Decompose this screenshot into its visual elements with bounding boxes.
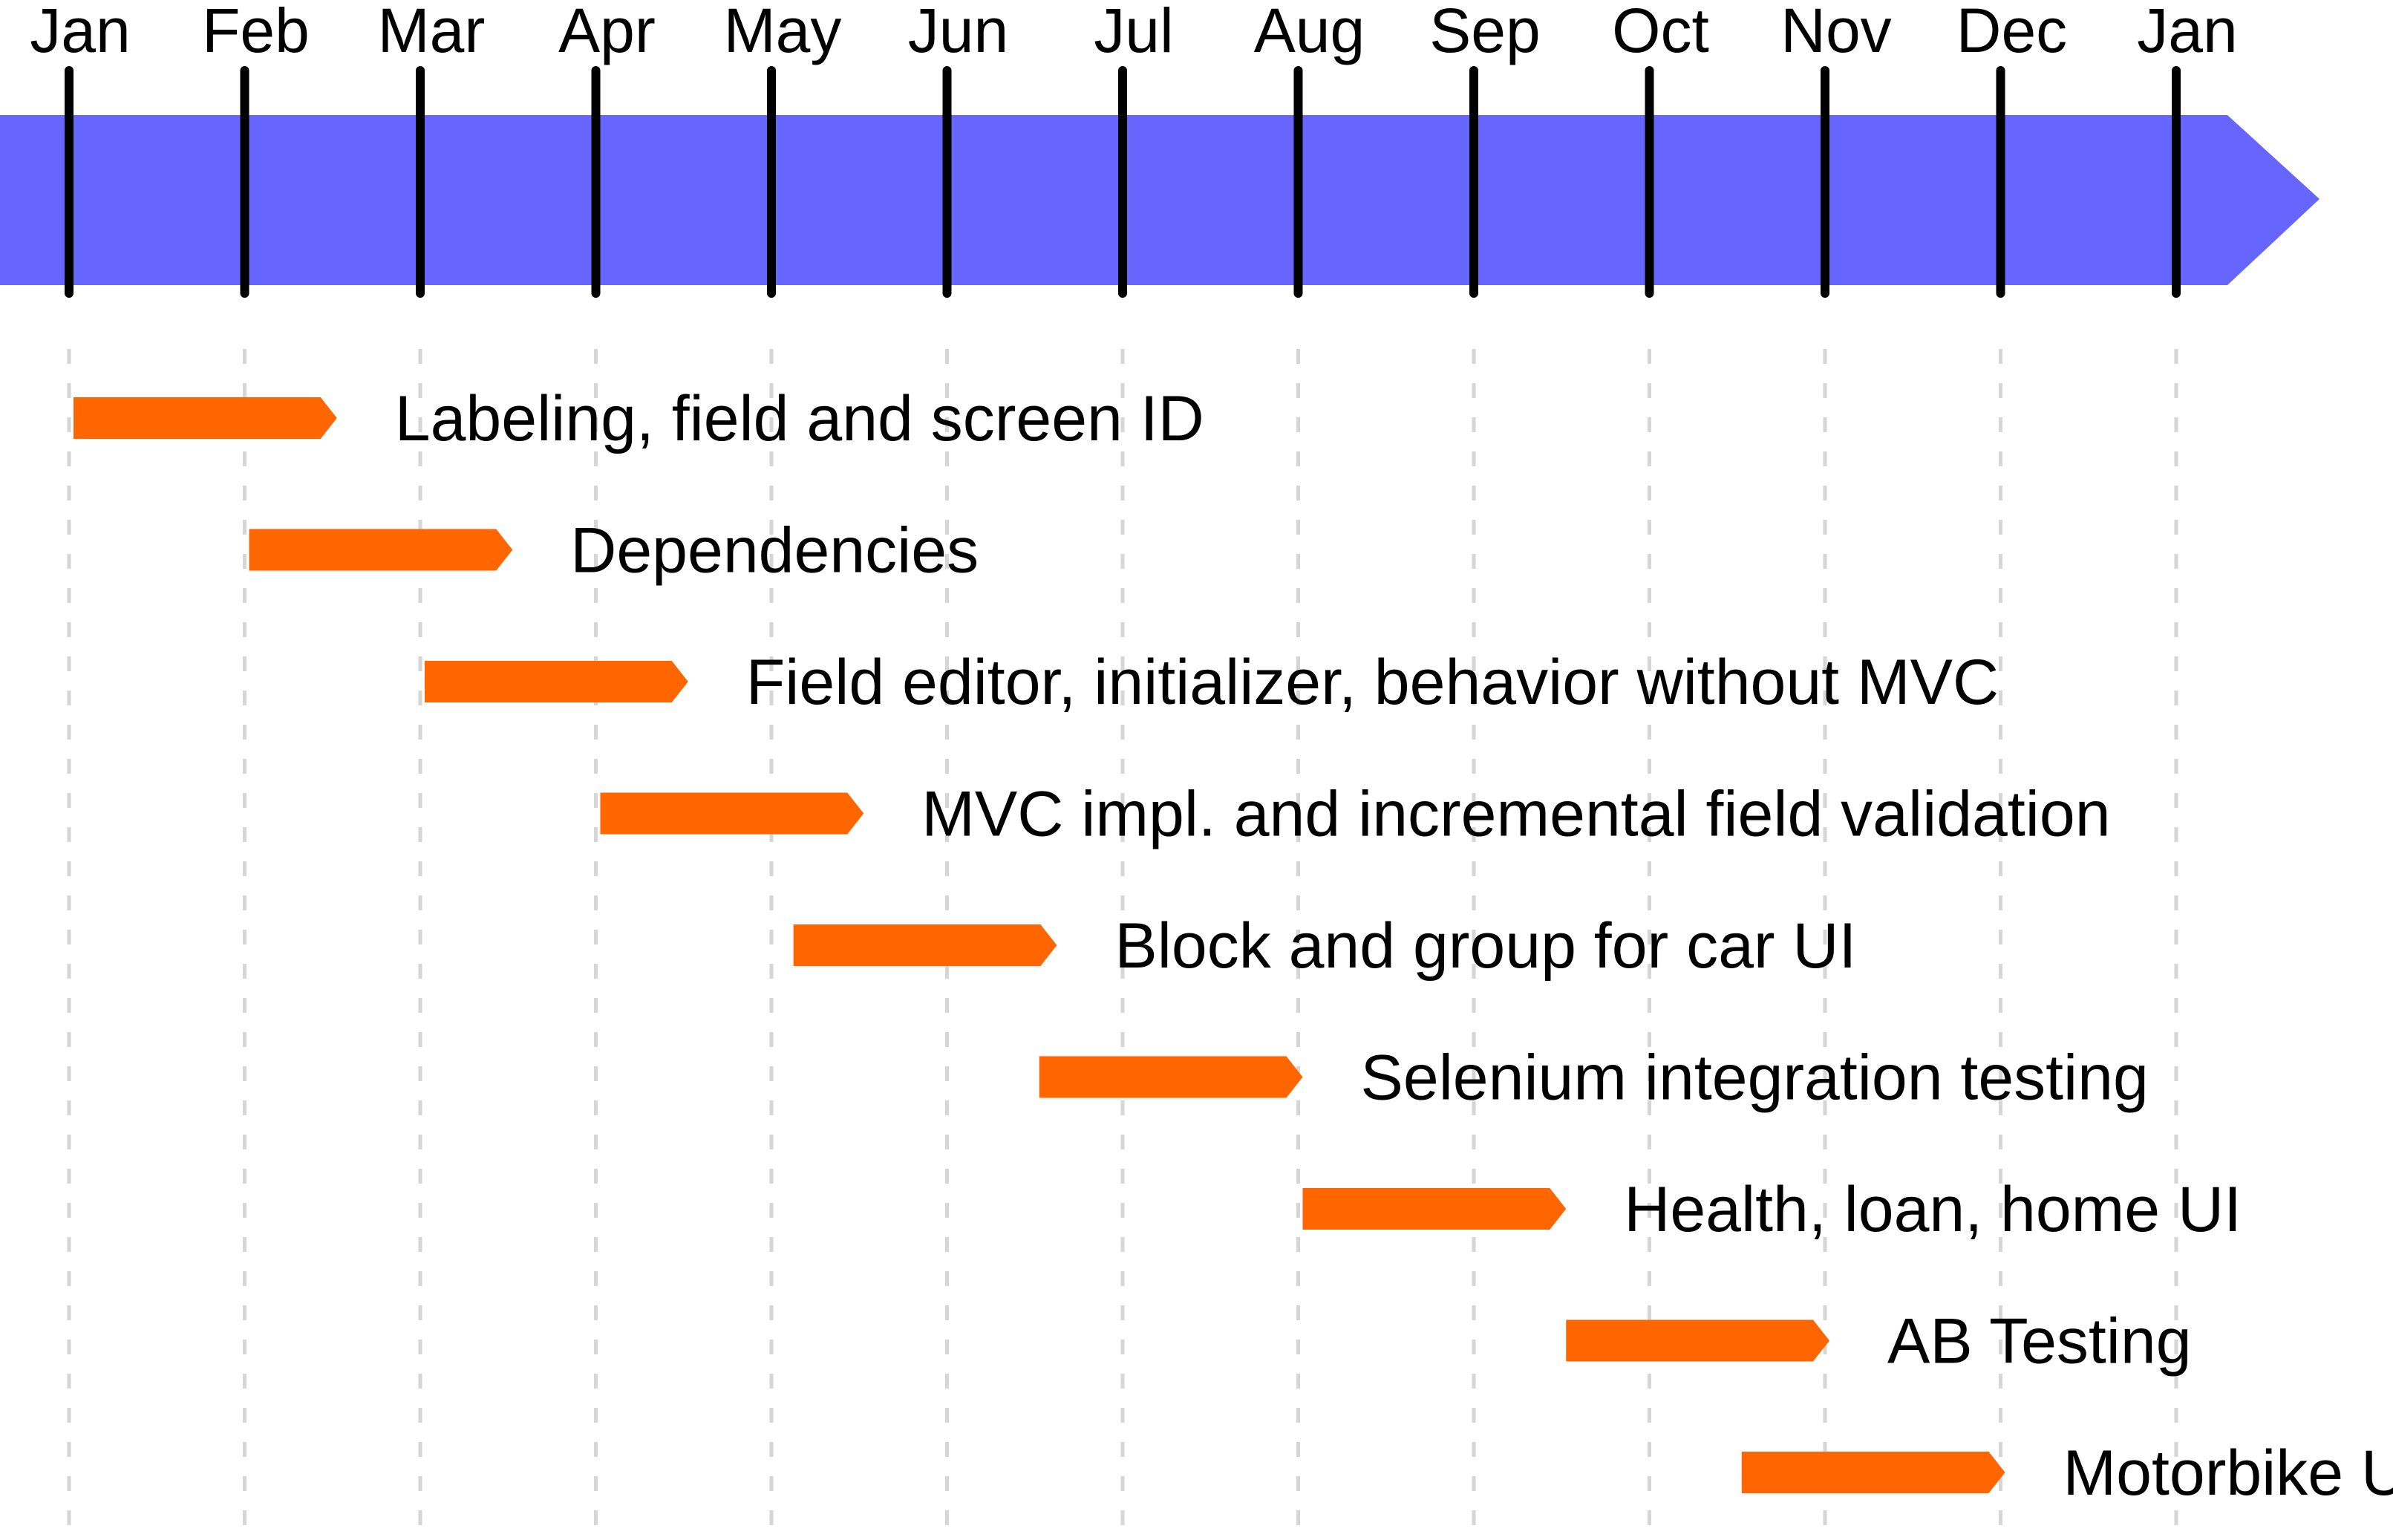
month-label: May: [724, 0, 842, 65]
task-label: Motorbike UI: [2063, 1438, 2393, 1509]
month-label: Jul: [1094, 0, 1173, 65]
task-bar: [793, 924, 1057, 966]
month-label: Jan: [2137, 0, 2237, 65]
task-bar: [1566, 1319, 1829, 1362]
task-label: MVC impl. and incremental field validati…: [921, 779, 2110, 850]
task-row: AB Testing: [1566, 1306, 2192, 1377]
month-label: Sep: [1429, 0, 1540, 65]
task-label: Field editor, initializer, behavior with…: [746, 647, 1999, 718]
month-ticks: [65, 66, 2181, 298]
task-row: MVC impl. and incremental field validati…: [600, 779, 2111, 850]
task-row: Dependencies: [249, 515, 979, 587]
month-label: Mar: [378, 0, 486, 65]
task-bar: [74, 397, 337, 439]
task-label: Health, loan, home UI: [1624, 1174, 2242, 1245]
task-row: Labeling, field and screen ID: [74, 383, 1204, 454]
month-labels: Jan Feb Mar Apr May Jun Jul Aug Sep Oct Nov Dec Jan: [30, 0, 2237, 65]
task-row: Selenium integration testing: [1039, 1043, 2149, 1114]
task-label: Selenium integration testing: [1361, 1043, 2149, 1114]
task-row: Block and group for car UI: [793, 910, 1856, 982]
task-bar: [600, 792, 864, 835]
timeline-band: [0, 115, 2319, 285]
task-bar: [1302, 1188, 1567, 1230]
month-label: Jan: [30, 0, 130, 65]
task-row: Motorbike UI: [1741, 1438, 2393, 1509]
task-bar: [249, 529, 513, 571]
task-row: Field editor, initializer, behavior with…: [425, 647, 1999, 718]
task-bar: [1741, 1452, 2005, 1493]
month-label: Feb: [202, 0, 310, 65]
month-label: Oct: [1612, 0, 1709, 65]
task-list: Labeling, field and screen ID Dependencie…: [74, 383, 2393, 1509]
task-label: Dependencies: [570, 515, 979, 587]
task-bar: [425, 661, 688, 702]
task-label: AB Testing: [1887, 1306, 2192, 1377]
task-row: Health, loan, home UI: [1302, 1174, 2242, 1245]
task-label: Labeling, field and screen ID: [395, 383, 1204, 454]
task-label: Block and group for car UI: [1114, 910, 1856, 982]
task-bar: [1039, 1056, 1303, 1098]
month-label: Dec: [1956, 0, 2067, 65]
month-label: Apr: [558, 0, 656, 65]
month-label: Aug: [1254, 0, 1365, 65]
gridlines: [67, 349, 2178, 1540]
month-label: Jun: [908, 0, 1008, 65]
month-label: Nov: [1780, 0, 1891, 65]
